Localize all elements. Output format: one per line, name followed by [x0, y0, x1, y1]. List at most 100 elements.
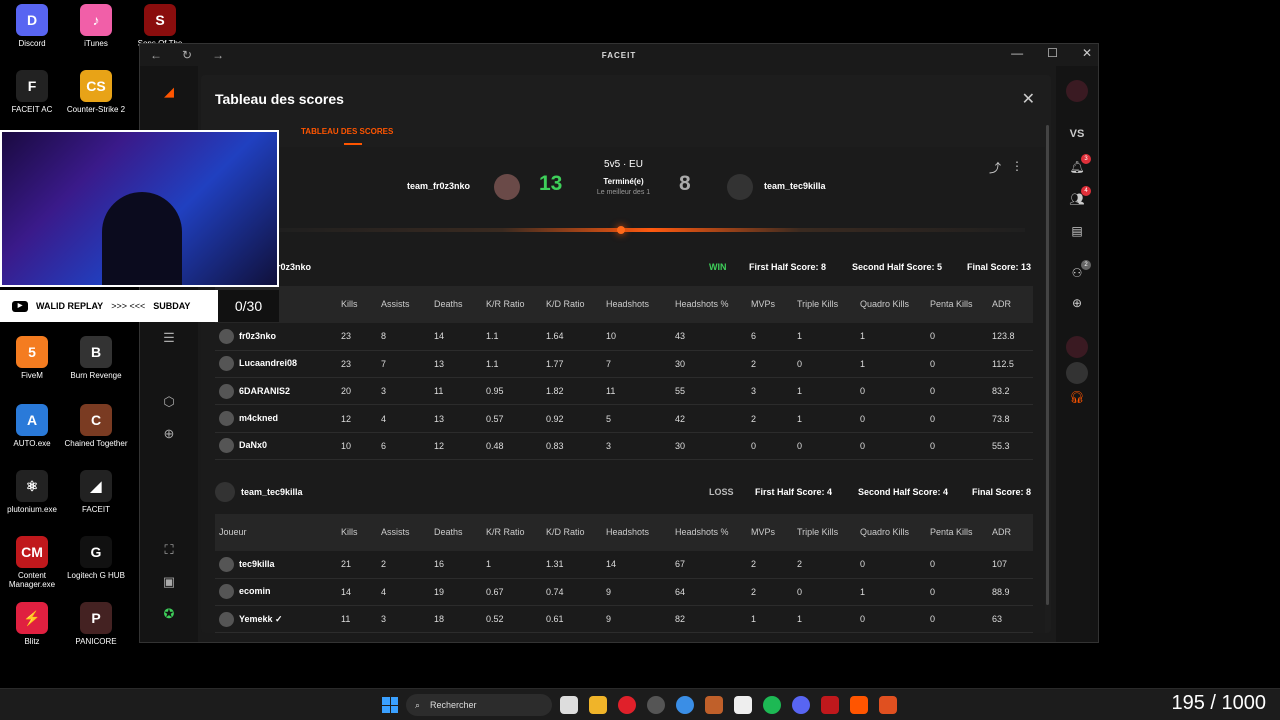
column-header[interactable]: Quadro Kills: [860, 299, 910, 309]
forward-arrow-icon[interactable]: →: [212, 48, 225, 62]
tab-scoreboard[interactable]: TABLEAU DES SCORES: [301, 127, 394, 136]
app-icon[interactable]: [734, 696, 752, 714]
table-row[interactable]: Yemekk ✓ 11 3 18 0.52 0.61 9 82 1 1 0 0 63: [215, 606, 1033, 633]
table-row[interactable]: ecomin 14 4 19 0.67 0.74 9 64 2 0 1 0 88.9: [215, 578, 1033, 606]
app-icon[interactable]: [821, 696, 839, 714]
close-window-button[interactable]: ✕: [1081, 46, 1092, 60]
player-cell[interactable]: 6DARANIS2: [215, 378, 337, 405]
column-header[interactable]: Deaths: [434, 527, 463, 537]
desktop-icon[interactable]: ⚡ Blitz: [0, 602, 64, 646]
desktop-icon[interactable]: 5 FiveM: [0, 336, 64, 380]
hexagon-icon[interactable]: ⬡: [163, 394, 175, 409]
back-arrow-icon[interactable]: ←: [150, 48, 162, 62]
vs-button[interactable]: VS: [1069, 128, 1085, 140]
opera-app-icon[interactable]: [618, 696, 636, 714]
desktop-icon[interactable]: G Logitech G HUB: [64, 536, 128, 580]
column-header[interactable]: MVPs: [751, 299, 776, 309]
friend-avatar[interactable]: [1066, 336, 1088, 358]
desktop-icon[interactable]: CS Counter-Strike 2: [64, 70, 128, 114]
friends-icon[interactable]: 👥︎ 4: [1066, 186, 1091, 214]
column-header[interactable]: Kills: [341, 527, 358, 537]
column-header[interactable]: Joueur: [219, 527, 247, 537]
shop-icon[interactable]: ▣: [162, 574, 176, 589]
desktop-icon[interactable]: B Burn Revenge: [64, 336, 128, 380]
friend-avatar[interactable]: [1066, 362, 1088, 384]
table-row[interactable]: Lucaandrei08 23 7 13 1.1 1.77 7 30 2 0 1 0 112.5: [215, 350, 1033, 378]
player-cell[interactable]: Lucaandrei08: [215, 350, 337, 377]
desktop-icon[interactable]: ◢ FACEIT: [64, 470, 128, 514]
desktop-icon[interactable]: A AUTO.exe: [0, 404, 64, 448]
team2-name[interactable]: team_tec9killa: [764, 181, 826, 191]
close-icon[interactable]: ✕: [1021, 91, 1035, 108]
player-cell[interactable]: fr0z3nko: [215, 323, 337, 350]
steam-app-icon[interactable]: [647, 696, 665, 714]
column-header[interactable]: Triple Kills: [797, 527, 839, 537]
refresh-icon[interactable]: ↻: [182, 48, 193, 62]
team1-name[interactable]: team_fr0z3nko: [407, 181, 471, 191]
column-header[interactable]: K/R Ratio: [486, 299, 525, 309]
maximize-button[interactable]: ☐: [1047, 46, 1058, 60]
scrollbar[interactable]: [1046, 125, 1049, 605]
player-cell[interactable]: m4ckned: [215, 405, 337, 432]
column-header[interactable]: ADR: [992, 299, 1012, 309]
desktop-icon[interactable]: F FACEIT AC: [0, 70, 64, 114]
column-header[interactable]: Quadro Kills: [860, 527, 910, 537]
chrome-app-icon[interactable]: [676, 696, 694, 714]
column-header[interactable]: Penta Kills: [930, 299, 973, 309]
faceit-ac-app-icon[interactable]: [879, 696, 897, 714]
desktop-icon[interactable]: SSons Of The: [128, 4, 192, 48]
table-row[interactable]: DaNx0 10 6 12 0.48 0.83 3 30 0 0 0 0 55.3: [215, 432, 1033, 460]
expand-icon[interactable]: ⛶: [164, 542, 174, 557]
add-circle-icon[interactable]: ⊕: [163, 426, 175, 441]
column-header[interactable]: Assists: [381, 299, 410, 309]
table-row[interactable]: 6DARANIS2 20 3 11 0.95 1.82 11 55 3 1 0 0 83.2: [215, 378, 1033, 405]
app-icon[interactable]: [705, 696, 723, 714]
share-icon[interactable]: ⤴: [988, 161, 1001, 175]
column-header[interactable]: Penta Kills: [930, 527, 973, 537]
search-input[interactable]: ⌕ Rechercher: [406, 694, 552, 716]
table-row[interactable]: fr0z3nko 23 8 14 1.1 1.64 10 43 6 1 1 0 123.8: [215, 323, 1033, 351]
desktop-icon[interactable]: ⚛ plutonium.exe: [0, 470, 64, 514]
column-header[interactable]: Triple Kills: [797, 299, 839, 309]
column-header[interactable]: Deaths: [434, 299, 463, 309]
desktop-icon[interactable]: ♪ iTunes: [64, 4, 128, 48]
player-cell[interactable]: tec9killa: [215, 551, 337, 578]
desktop-icon[interactable]: D Discord: [0, 4, 64, 48]
player-cell[interactable]: DaNx0: [215, 432, 337, 459]
star-icon[interactable]: ✪: [163, 606, 175, 621]
column-header[interactable]: MVPs: [751, 527, 776, 537]
minimize-button[interactable]: —: [1011, 46, 1024, 60]
desktop-icon[interactable]: P PANICORE: [64, 602, 128, 646]
faceit-logo-icon[interactable]: ◢: [164, 84, 174, 99]
more-options-icon[interactable]: ⋮: [1011, 159, 1023, 173]
column-header[interactable]: Assists: [381, 527, 410, 537]
faceit-app-icon[interactable]: [850, 696, 868, 714]
column-header[interactable]: Headshots %: [675, 527, 729, 537]
table-row[interactable]: tec9killa 21 2 16 1 1.31 14 67 2 2 0 0 107: [215, 551, 1033, 579]
column-header[interactable]: Kills: [341, 299, 358, 309]
terminal-app-icon[interactable]: [560, 696, 578, 714]
list-icon[interactable]: ☰: [163, 330, 175, 345]
desktop-icon[interactable]: C Chained Together: [64, 404, 128, 448]
bell-icon[interactable]: 🔔︎ 3: [1066, 154, 1091, 182]
party-icon[interactable]: ⚇ 2: [1066, 260, 1091, 288]
player-cell[interactable]: ecomin: [215, 578, 337, 605]
column-header[interactable]: K/D Ratio: [546, 527, 585, 537]
table-row[interactable]: m4ckned 12 4 13 0.57 0.92 5 42 2 1 0 0 73.8: [215, 405, 1033, 433]
column-header[interactable]: K/R Ratio: [486, 527, 525, 537]
avatar[interactable]: [1066, 80, 1088, 102]
desktop-icon[interactable]: CM Content Manager.exe: [0, 536, 64, 589]
spotify-app-icon[interactable]: [763, 696, 781, 714]
player-cell[interactable]: Yemekk ✓: [215, 606, 337, 633]
chat-icon[interactable]: ▤: [1071, 224, 1083, 238]
folder-app-icon[interactable]: [589, 696, 607, 714]
windows-start-icon[interactable]: [382, 697, 398, 713]
column-header[interactable]: ADR: [992, 527, 1012, 537]
headset-icon[interactable]: 🎧︎: [1069, 390, 1085, 404]
column-header[interactable]: K/D Ratio: [546, 299, 585, 309]
column-header[interactable]: Headshots: [606, 299, 650, 309]
column-header[interactable]: Headshots %: [675, 299, 729, 309]
add-party-icon[interactable]: ⊕: [1071, 296, 1083, 310]
discord-app-icon[interactable]: [792, 696, 810, 714]
column-header[interactable]: Headshots: [606, 527, 650, 537]
